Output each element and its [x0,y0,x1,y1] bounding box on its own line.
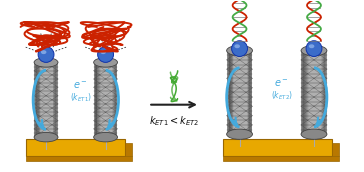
FancyBboxPatch shape [34,62,37,137]
FancyBboxPatch shape [52,62,55,137]
FancyBboxPatch shape [35,62,38,137]
Text: $k_{ET1} < k_{ET2}$: $k_{ET1} < k_{ET2}$ [149,115,199,128]
FancyBboxPatch shape [229,51,233,134]
FancyBboxPatch shape [306,51,309,134]
FancyBboxPatch shape [321,51,324,134]
FancyBboxPatch shape [115,62,118,137]
Ellipse shape [232,41,248,56]
FancyBboxPatch shape [246,51,250,134]
Text: $(k_{ET1})$: $(k_{ET1})$ [70,92,92,104]
FancyBboxPatch shape [305,51,308,134]
FancyBboxPatch shape [126,143,132,156]
FancyBboxPatch shape [97,62,100,137]
FancyBboxPatch shape [249,51,252,134]
FancyBboxPatch shape [113,62,116,137]
Ellipse shape [34,58,58,67]
FancyBboxPatch shape [301,51,304,134]
Ellipse shape [306,41,322,56]
Ellipse shape [94,132,118,142]
FancyBboxPatch shape [55,62,58,137]
FancyBboxPatch shape [223,156,339,161]
FancyBboxPatch shape [95,62,98,137]
Ellipse shape [38,47,54,62]
FancyBboxPatch shape [114,62,116,137]
FancyBboxPatch shape [230,51,233,134]
FancyBboxPatch shape [229,51,232,134]
FancyBboxPatch shape [54,62,57,137]
FancyBboxPatch shape [324,51,327,134]
FancyBboxPatch shape [248,51,250,134]
FancyBboxPatch shape [231,51,234,134]
FancyBboxPatch shape [34,62,58,137]
FancyBboxPatch shape [96,62,99,137]
Ellipse shape [100,50,106,54]
FancyBboxPatch shape [37,62,40,137]
FancyBboxPatch shape [301,51,327,134]
FancyBboxPatch shape [223,139,332,156]
FancyBboxPatch shape [227,51,230,134]
FancyBboxPatch shape [227,51,253,134]
Ellipse shape [309,44,314,48]
Ellipse shape [227,129,253,139]
FancyBboxPatch shape [302,51,305,134]
FancyBboxPatch shape [228,51,231,134]
FancyBboxPatch shape [36,62,39,137]
FancyBboxPatch shape [94,62,118,137]
FancyBboxPatch shape [54,62,56,137]
FancyBboxPatch shape [332,143,339,156]
Ellipse shape [301,45,327,56]
Text: $(k_{ET2})$: $(k_{ET2})$ [271,90,293,102]
Text: $e^-$: $e^-$ [274,78,289,89]
FancyBboxPatch shape [303,51,306,134]
Ellipse shape [301,129,327,139]
Ellipse shape [34,132,58,142]
Ellipse shape [227,45,253,56]
FancyBboxPatch shape [322,51,325,134]
FancyBboxPatch shape [39,62,41,137]
Ellipse shape [41,50,47,54]
Text: $e^-$: $e^-$ [74,79,88,90]
FancyBboxPatch shape [26,139,126,156]
FancyBboxPatch shape [112,62,115,137]
Ellipse shape [234,44,240,48]
FancyBboxPatch shape [249,51,253,134]
FancyBboxPatch shape [323,51,326,134]
Ellipse shape [94,58,118,67]
FancyBboxPatch shape [304,51,307,134]
FancyBboxPatch shape [94,62,96,137]
FancyBboxPatch shape [95,62,98,137]
Ellipse shape [98,47,114,62]
FancyBboxPatch shape [98,62,101,137]
FancyBboxPatch shape [26,156,132,161]
FancyBboxPatch shape [37,62,40,137]
